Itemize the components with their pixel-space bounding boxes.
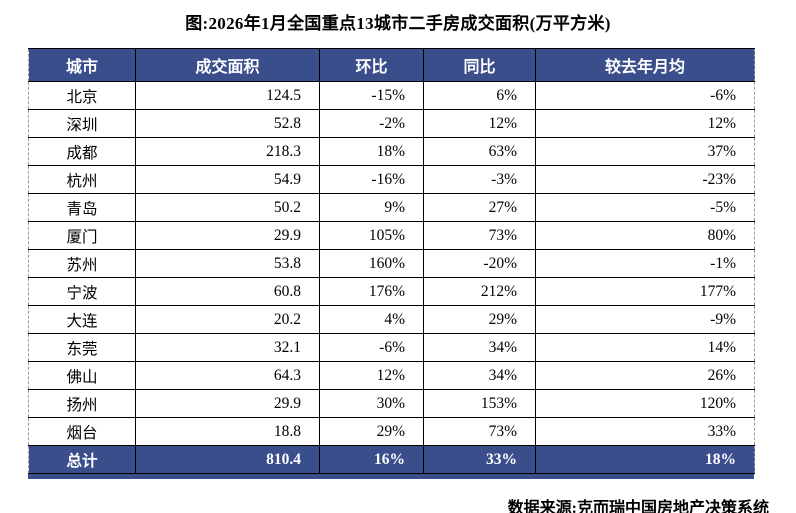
table-row: 扬州 29.9 30% 153% 120% [28, 389, 755, 418]
cell-city: 宁波 [28, 277, 136, 306]
page-title: 图:2026年1月全国重点13城市二手房成交面积(万平方米) [185, 14, 611, 33]
table-row: 东莞 32.1 -6% 34% 14% [28, 333, 755, 362]
cell-yoy: 29% [423, 305, 536, 334]
cell-mom: 12% [319, 361, 424, 390]
table-row: 成都 218.3 18% 63% 37% [28, 137, 755, 166]
cell-city: 成都 [28, 137, 136, 166]
cell-mom: 29% [319, 417, 424, 446]
cell-mom: 4% [319, 305, 424, 334]
table-row: 大连 20.2 4% 29% -9% [28, 305, 755, 334]
cell-vs-year-avg: 37% [535, 137, 755, 166]
cell-vs-year-avg: 177% [535, 277, 755, 306]
cell-yoy: -20% [423, 249, 536, 278]
cell-mom: -6% [319, 333, 424, 362]
cell-mom: 176% [319, 277, 424, 306]
cell-vs-year-avg: 12% [535, 109, 755, 138]
cell-vs-year-avg: 14% [535, 333, 755, 362]
cell-city: 佛山 [28, 361, 136, 390]
cell-area: 52.8 [135, 109, 320, 138]
cell-yoy: -3% [423, 165, 536, 194]
cell-yoy: 6% [423, 81, 536, 110]
cell-city: 杭州 [28, 165, 136, 194]
cell-area: 18.8 [135, 417, 320, 446]
cell-vs-year-avg: 33% [535, 417, 755, 446]
cell-mom: 30% [319, 389, 424, 418]
total-vs-year-avg: 18% [535, 445, 755, 474]
cell-yoy: 212% [423, 277, 536, 306]
table-row: 杭州 54.9 -16% -3% -23% [28, 165, 755, 194]
table-row: 厦门 29.9 105% 73% 80% [28, 221, 755, 250]
cell-yoy: 34% [423, 361, 536, 390]
header-mom: 环比 [319, 48, 424, 82]
cell-area: 29.9 [135, 389, 320, 418]
table-body: 北京 124.5 -15% 6% -6% 深圳 52.8 -2% 12% 12% 成都 218.3 18… [28, 81, 755, 446]
table-row: 佛山 64.3 12% 34% 26% [28, 361, 755, 390]
cell-city: 青岛 [28, 193, 136, 222]
table-row: 深圳 52.8 -2% 12% 12% [28, 109, 755, 138]
total-label: 总计 [28, 445, 136, 474]
total-row: 总计 810.4 16% 33% 18% [28, 445, 755, 474]
cell-yoy: 34% [423, 333, 536, 362]
table-row: 青岛 50.2 9% 27% -5% [28, 193, 755, 222]
cell-mom: 18% [319, 137, 424, 166]
cell-mom: -16% [319, 165, 424, 194]
total-yoy: 33% [423, 445, 536, 474]
header-row: 城市 成交面积 环比 同比 较去年月均 [28, 48, 755, 82]
cell-area: 54.9 [135, 165, 320, 194]
cell-city: 烟台 [28, 417, 136, 446]
table-bottom-border-bar [28, 474, 754, 479]
cell-vs-year-avg: -23% [535, 165, 755, 194]
total-mom: 16% [319, 445, 424, 474]
table-row: 北京 124.5 -15% 6% -6% [28, 81, 755, 110]
cell-mom: -15% [319, 81, 424, 110]
cell-area: 64.3 [135, 361, 320, 390]
cell-yoy: 73% [423, 417, 536, 446]
cell-vs-year-avg: -9% [535, 305, 755, 334]
cell-area: 50.2 [135, 193, 320, 222]
cell-mom: 105% [319, 221, 424, 250]
cell-area: 20.2 [135, 305, 320, 334]
cell-city: 大连 [28, 305, 136, 334]
cell-yoy: 153% [423, 389, 536, 418]
cell-area: 29.9 [135, 221, 320, 250]
cell-city: 北京 [28, 81, 136, 110]
cell-vs-year-avg: -6% [535, 81, 755, 110]
cell-vs-year-avg: 80% [535, 221, 755, 250]
data-source-note: 数据来源:克而瑞中国房地产决策系统 [507, 500, 769, 513]
table-row: 烟台 18.8 29% 73% 33% [28, 417, 755, 446]
cell-area: 32.1 [135, 333, 320, 362]
cell-yoy: 73% [423, 221, 536, 250]
cell-yoy: 12% [423, 109, 536, 138]
header-vs-year-avg: 较去年月均 [535, 48, 755, 82]
cell-mom: 160% [319, 249, 424, 278]
cell-city: 厦门 [28, 221, 136, 250]
cell-vs-year-avg: 26% [535, 361, 755, 390]
cell-area: 53.8 [135, 249, 320, 278]
cell-area: 218.3 [135, 137, 320, 166]
cell-vs-year-avg: 120% [535, 389, 755, 418]
cell-city: 扬州 [28, 389, 136, 418]
cell-city: 苏州 [28, 249, 136, 278]
cell-city: 深圳 [28, 109, 136, 138]
cell-area: 124.5 [135, 81, 320, 110]
header-yoy: 同比 [423, 48, 536, 82]
housing-transactions-table: 城市 成交面积 环比 同比 较去年月均 北京 124.5 -15% 6% -6% 深圳 52… [28, 48, 755, 474]
table-row: 苏州 53.8 160% -20% -1% [28, 249, 755, 278]
header-area: 成交面积 [135, 48, 320, 82]
cell-vs-year-avg: -1% [535, 249, 755, 278]
cell-yoy: 27% [423, 193, 536, 222]
cell-city: 东莞 [28, 333, 136, 362]
cell-vs-year-avg: -5% [535, 193, 755, 222]
header-city: 城市 [28, 48, 136, 82]
cell-mom: 9% [319, 193, 424, 222]
cell-area: 60.8 [135, 277, 320, 306]
table-row: 宁波 60.8 176% 212% 177% [28, 277, 755, 306]
total-area: 810.4 [135, 445, 320, 474]
cell-yoy: 63% [423, 137, 536, 166]
cell-mom: -2% [319, 109, 424, 138]
